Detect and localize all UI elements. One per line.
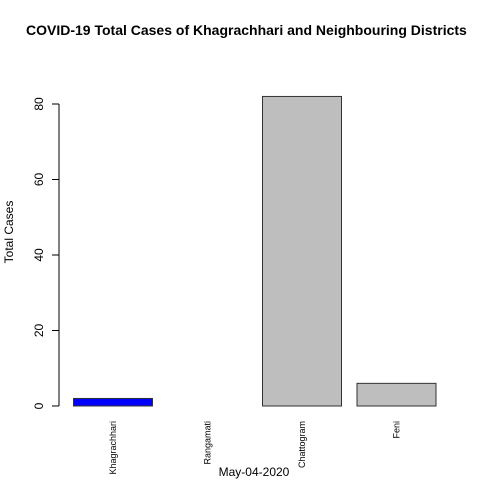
category-label: Rangamati	[203, 421, 213, 465]
bar-chattogram	[262, 95, 342, 407]
bars	[73, 95, 437, 407]
bar-feni	[356, 382, 437, 407]
category-label: Khagrachhari	[108, 421, 118, 475]
category-label: Chattogram	[297, 421, 307, 468]
y-axis-label: Total Cases	[2, 201, 16, 264]
y-tick-label: 60	[32, 173, 46, 187]
x-axis-label: May-04-2020	[219, 465, 290, 479]
y-axis: 0 20 40 60 80	[32, 97, 60, 409]
category-labels: Khagrachhari Rangamati Chattogram Feni	[108, 421, 402, 475]
y-tick-label: 80	[32, 97, 46, 111]
y-tick-label: 40	[32, 248, 46, 262]
category-label: Feni	[392, 421, 402, 439]
bar-khagrachhari	[73, 397, 153, 407]
y-tick-label: 20	[32, 324, 46, 338]
y-tick-label: 0	[32, 402, 46, 409]
chart-title: COVID-19 Total Cases of Khagrachhari and…	[26, 22, 467, 38]
